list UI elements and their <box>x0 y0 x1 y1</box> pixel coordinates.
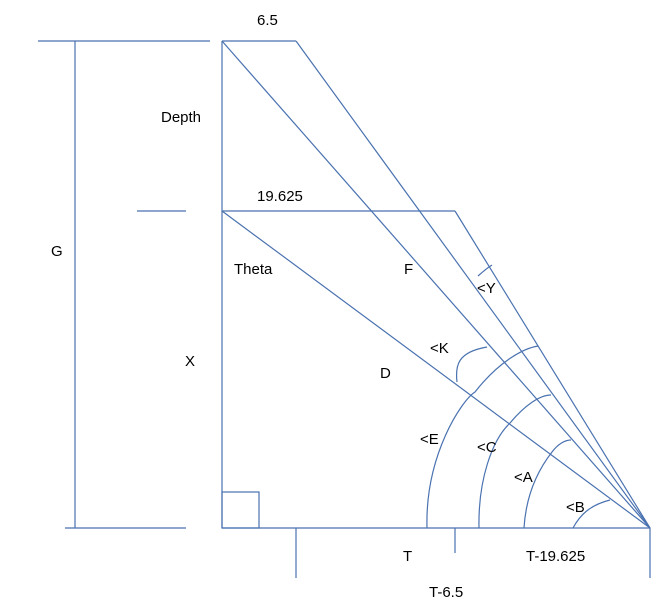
label-angle-e: <E <box>420 431 439 448</box>
arc-a <box>523 439 572 529</box>
label-t: T <box>403 548 412 565</box>
label-t-minus-19-625: T-19.625 <box>526 548 585 565</box>
label-angle-c: <C <box>477 439 497 456</box>
label-theta: Theta <box>234 261 273 278</box>
diagonal-outer <box>295 40 651 529</box>
label-d: D <box>380 365 391 382</box>
label-angle-k: <K <box>430 340 449 357</box>
label-angle-b: <B <box>566 499 585 516</box>
diagonal-d <box>221 210 651 529</box>
label-top-width: 6.5 <box>257 12 278 29</box>
label-angle-y: <Y <box>477 280 496 297</box>
label-angle-a: <A <box>514 469 533 486</box>
diagonal-f <box>221 40 651 529</box>
label-t-minus-6-5: T-6.5 <box>429 584 463 601</box>
label-mid-width: 19.625 <box>257 188 303 205</box>
arc-b <box>572 499 611 529</box>
diagonal-mid <box>454 210 651 529</box>
label-x: X <box>185 353 195 370</box>
arc-k <box>455 346 488 383</box>
label-depth: Depth <box>161 109 201 126</box>
arc-c <box>478 394 552 529</box>
right-angle-marker <box>221 491 260 529</box>
arc-e <box>426 345 539 529</box>
label-f: F <box>404 261 413 278</box>
arc-y <box>477 264 493 277</box>
label-g: G <box>51 243 63 260</box>
